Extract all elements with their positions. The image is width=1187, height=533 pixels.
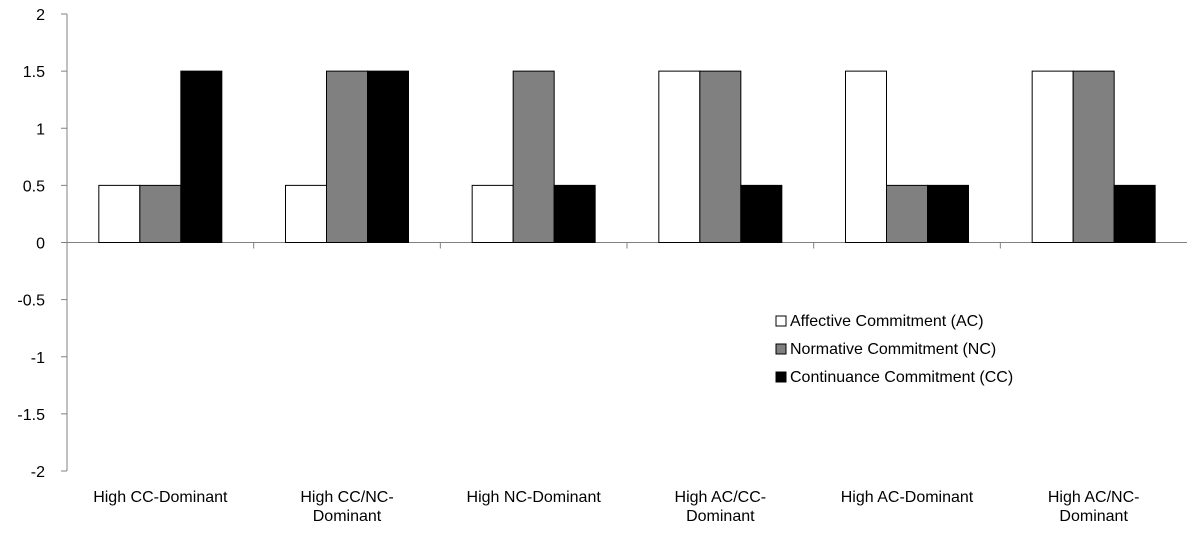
category-label: High CC/NC-Dominant	[300, 489, 393, 525]
legend-label: Normative Commitment (NC)	[790, 341, 996, 358]
bar	[740, 184, 783, 243]
legend-swatch	[775, 315, 787, 327]
bar	[927, 184, 969, 243]
y-tick-label: -1.5	[17, 407, 45, 424]
category-label: High AC-Dominant	[841, 489, 974, 506]
category-labels: High CC-Dominant High CC/NC-Dominant High …	[93, 489, 1139, 525]
y-tick-label: 1.5	[23, 64, 45, 81]
bar	[1031, 70, 1074, 243]
bar	[326, 70, 368, 243]
y-tick-label: 1	[36, 121, 45, 138]
y-tick-label: 0.5	[23, 178, 45, 195]
category-label: High CC-Dominant	[93, 489, 228, 506]
category-label: High NC-Dominant	[467, 489, 602, 506]
bar	[1072, 70, 1115, 243]
y-tick-label: -1	[31, 350, 45, 367]
bar	[553, 184, 596, 243]
bar	[512, 70, 555, 243]
y-axis: 2 1.5 1 0.5 0 -0.5 -1 -1.5 -2	[17, 7, 68, 481]
bar	[471, 184, 514, 243]
legend-swatch	[775, 343, 787, 355]
y-tick-label: -0.5	[17, 293, 45, 310]
y-tick-label: 0	[36, 236, 45, 253]
y-tick-label: 2	[36, 7, 45, 24]
legend-label: Continuance Commitment (CC)	[790, 369, 1013, 386]
bar	[658, 70, 701, 243]
bar	[845, 70, 887, 243]
category-label: High AC/CC-Dominant	[675, 489, 767, 525]
bar	[886, 184, 928, 243]
legend-swatch	[775, 371, 787, 383]
legend-label: Affective Commitment (AC)	[790, 313, 984, 330]
legend: Affective Commitment (AC) Normative Commi…	[775, 313, 1013, 386]
x-axis	[67, 242, 1187, 249]
category-label: High AC/NC-Dominant	[1048, 489, 1140, 525]
bar	[98, 184, 141, 243]
bar	[285, 184, 327, 243]
bars	[98, 70, 1156, 243]
bar	[1113, 184, 1156, 243]
bar	[699, 70, 742, 243]
bar	[367, 70, 409, 243]
bar	[180, 70, 223, 243]
bar	[139, 184, 182, 243]
y-tick-label: -2	[31, 464, 45, 481]
